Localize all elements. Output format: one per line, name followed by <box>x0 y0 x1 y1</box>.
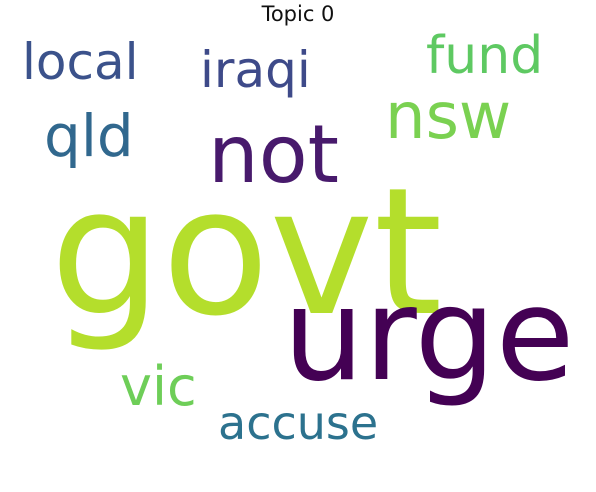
word-iraqi: iraqi <box>200 41 311 99</box>
figure-title: Topic 0 <box>261 2 335 26</box>
word-accuse: accuse <box>218 396 379 450</box>
word-urge: urge <box>283 261 575 410</box>
word-nsw: nsw <box>385 80 512 154</box>
word-qld: qld <box>44 102 134 170</box>
word-govt: govt <box>50 150 443 355</box>
word-not: not <box>208 108 340 201</box>
word-local: local <box>22 33 139 91</box>
word-vic: vic <box>120 355 197 418</box>
word-fund: fund <box>426 26 544 86</box>
